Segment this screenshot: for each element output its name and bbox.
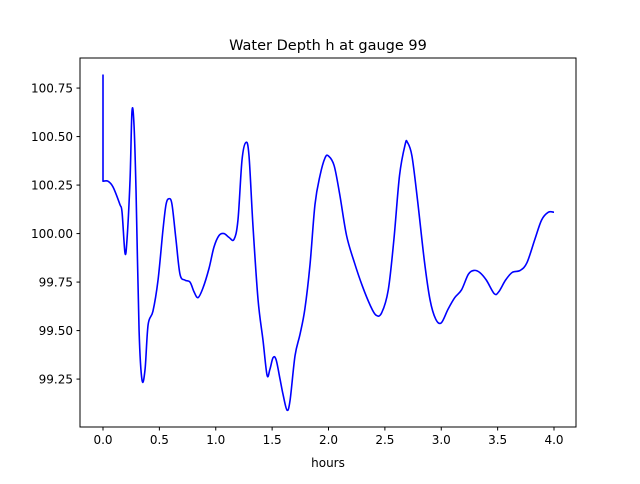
y-tick-label: 99.25: [39, 373, 73, 387]
x-tick-label: 0.0: [93, 433, 112, 447]
y-tick-label: 100.00: [31, 227, 73, 241]
x-tick-label: 2.0: [319, 433, 338, 447]
x-tick-label: 4.0: [544, 433, 563, 447]
y-tick-label: 100.25: [31, 179, 73, 193]
y-tick-label: 100.50: [31, 130, 73, 144]
x-axis-label: hours: [311, 456, 345, 470]
x-tick-label: 0.5: [150, 433, 169, 447]
chart-title: Water Depth h at gauge 99: [229, 38, 427, 54]
x-tick-label: 3.5: [488, 433, 507, 447]
x-tick-label: 2.5: [375, 433, 394, 447]
series-line-h: [102, 74, 555, 412]
y-tick-label: 100.75: [31, 82, 73, 96]
x-tick-label: 1.0: [206, 433, 225, 447]
axes-frame: [79, 57, 577, 428]
y-tick-label: 99.50: [39, 324, 73, 338]
y-tick-label: 99.75: [39, 276, 73, 290]
x-tick-label: 3.0: [432, 433, 451, 447]
x-tick-label: 1.5: [263, 433, 282, 447]
